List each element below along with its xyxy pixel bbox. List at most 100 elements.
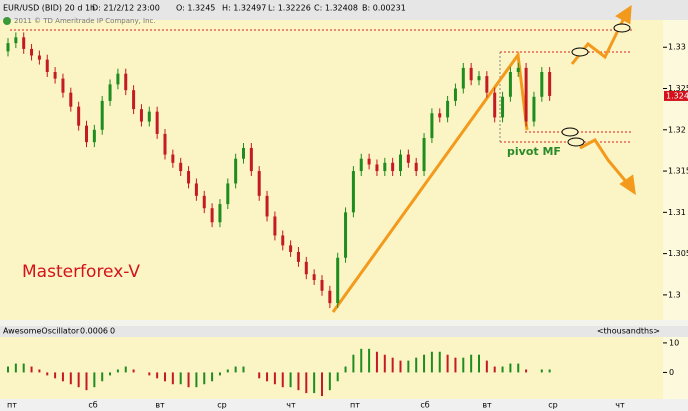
candle-body [124,73,128,91]
price-pane [0,20,663,320]
candle-body [367,158,371,165]
candle-body [469,67,473,81]
candle-body [202,195,206,209]
low: L: 1.32226 [268,4,311,13]
candle-body [312,274,316,281]
candle-body [493,92,497,118]
candle-body [328,290,332,304]
candle-body [187,171,191,184]
candle-body [85,125,88,143]
candle-body [383,162,387,172]
candle-body [242,147,245,159]
candle-body [508,72,512,97]
candle-body [477,76,481,81]
x-tick-label: пт [7,401,17,410]
candle-body [273,216,277,236]
candle-body [132,90,136,110]
candle-body [406,154,410,163]
candle-body [194,183,198,196]
candle-body [226,183,230,205]
candle-body [234,158,238,184]
x-tick-label: ср [217,401,226,410]
x-tick-label: чт [286,401,296,410]
y-tick-label: 10 [669,338,679,347]
last-price-label: 1.324 [666,91,688,100]
x-tick-label: сб [88,401,97,410]
candle-body [438,113,442,118]
candle-body [422,138,426,172]
copyright: 2011 © TD Ameritrade IP Company, Inc. [14,17,156,25]
x-tick-label: вт [155,401,165,410]
oscillator-axis [663,337,688,399]
y-tick-label: 1.31 [668,208,686,217]
candle-body [391,162,395,172]
open: O: 1.3245 [176,4,215,13]
price-axis [663,20,688,320]
candle-body [116,73,120,85]
oscillator-unit: <thousandths> [597,327,660,336]
candle-body [163,133,167,155]
oscillator-value: 0.0006 [80,327,108,336]
annotation: Masterforex-V [22,262,140,282]
y-tick-label: 1.32 [668,125,686,134]
candle-body [218,204,222,223]
candle-body [147,111,151,122]
x-tick-label: сб [420,401,429,410]
header-bar [0,0,688,20]
candle-body [37,55,41,60]
candle-body [540,72,544,97]
candle-body [375,164,379,172]
candle-body [179,162,183,172]
x-tick-label: ср [548,401,557,410]
candle-body [351,171,355,213]
x-tick-label: вт [482,401,492,410]
candle-body [281,235,285,246]
candle-body [548,72,552,96]
candle-body [304,261,308,275]
candle-body [61,78,65,93]
level-markers [561,23,631,147]
candle-body [532,96,536,122]
candle-body [249,147,253,172]
time-axis [0,399,688,411]
oscillator-header [0,326,688,337]
candle-body [77,106,81,126]
candle-body [344,212,348,258]
candle-body [430,113,434,139]
date: D: 21/2/12 23:00 [92,4,160,13]
candle-body [171,154,175,163]
y-tick-label: 0 [669,368,674,377]
b-value: B: 0.00231 [362,4,406,13]
y-tick-label: 1.315 [668,167,688,176]
candle-body [265,195,269,217]
symbol: EUR/USD (BID) 20 d 1h [3,4,95,13]
candle-body [30,48,34,56]
info-icon[interactable] [3,17,11,25]
annotation: pivot MF [507,145,561,158]
candle-body [53,72,57,79]
trend-lines [331,5,636,313]
y-tick-label: 1.325 [668,84,688,93]
candle-body [453,88,457,101]
last-price-box [664,90,688,101]
close: C: 1.32408 [314,4,358,13]
candle-body [6,43,10,52]
candle-body [399,154,402,172]
candle-body [516,67,520,73]
oscillator-name: AwesomeOscillator [3,327,80,336]
high: H: 1.32497 [222,4,266,13]
y-tick-label: 1.3 [668,290,681,299]
candle-body [92,129,96,143]
y-tick-label: 1.305 [668,249,688,258]
candle-body [108,84,112,101]
candle-body [501,96,505,118]
y-tick-label: 1.33 [668,43,686,52]
candle-body [414,162,418,172]
candle-body [45,59,49,73]
candle-body [155,111,159,134]
candle-body [320,280,324,291]
candle-body [69,92,73,107]
candle-body [336,257,340,304]
candle-body [296,251,300,262]
